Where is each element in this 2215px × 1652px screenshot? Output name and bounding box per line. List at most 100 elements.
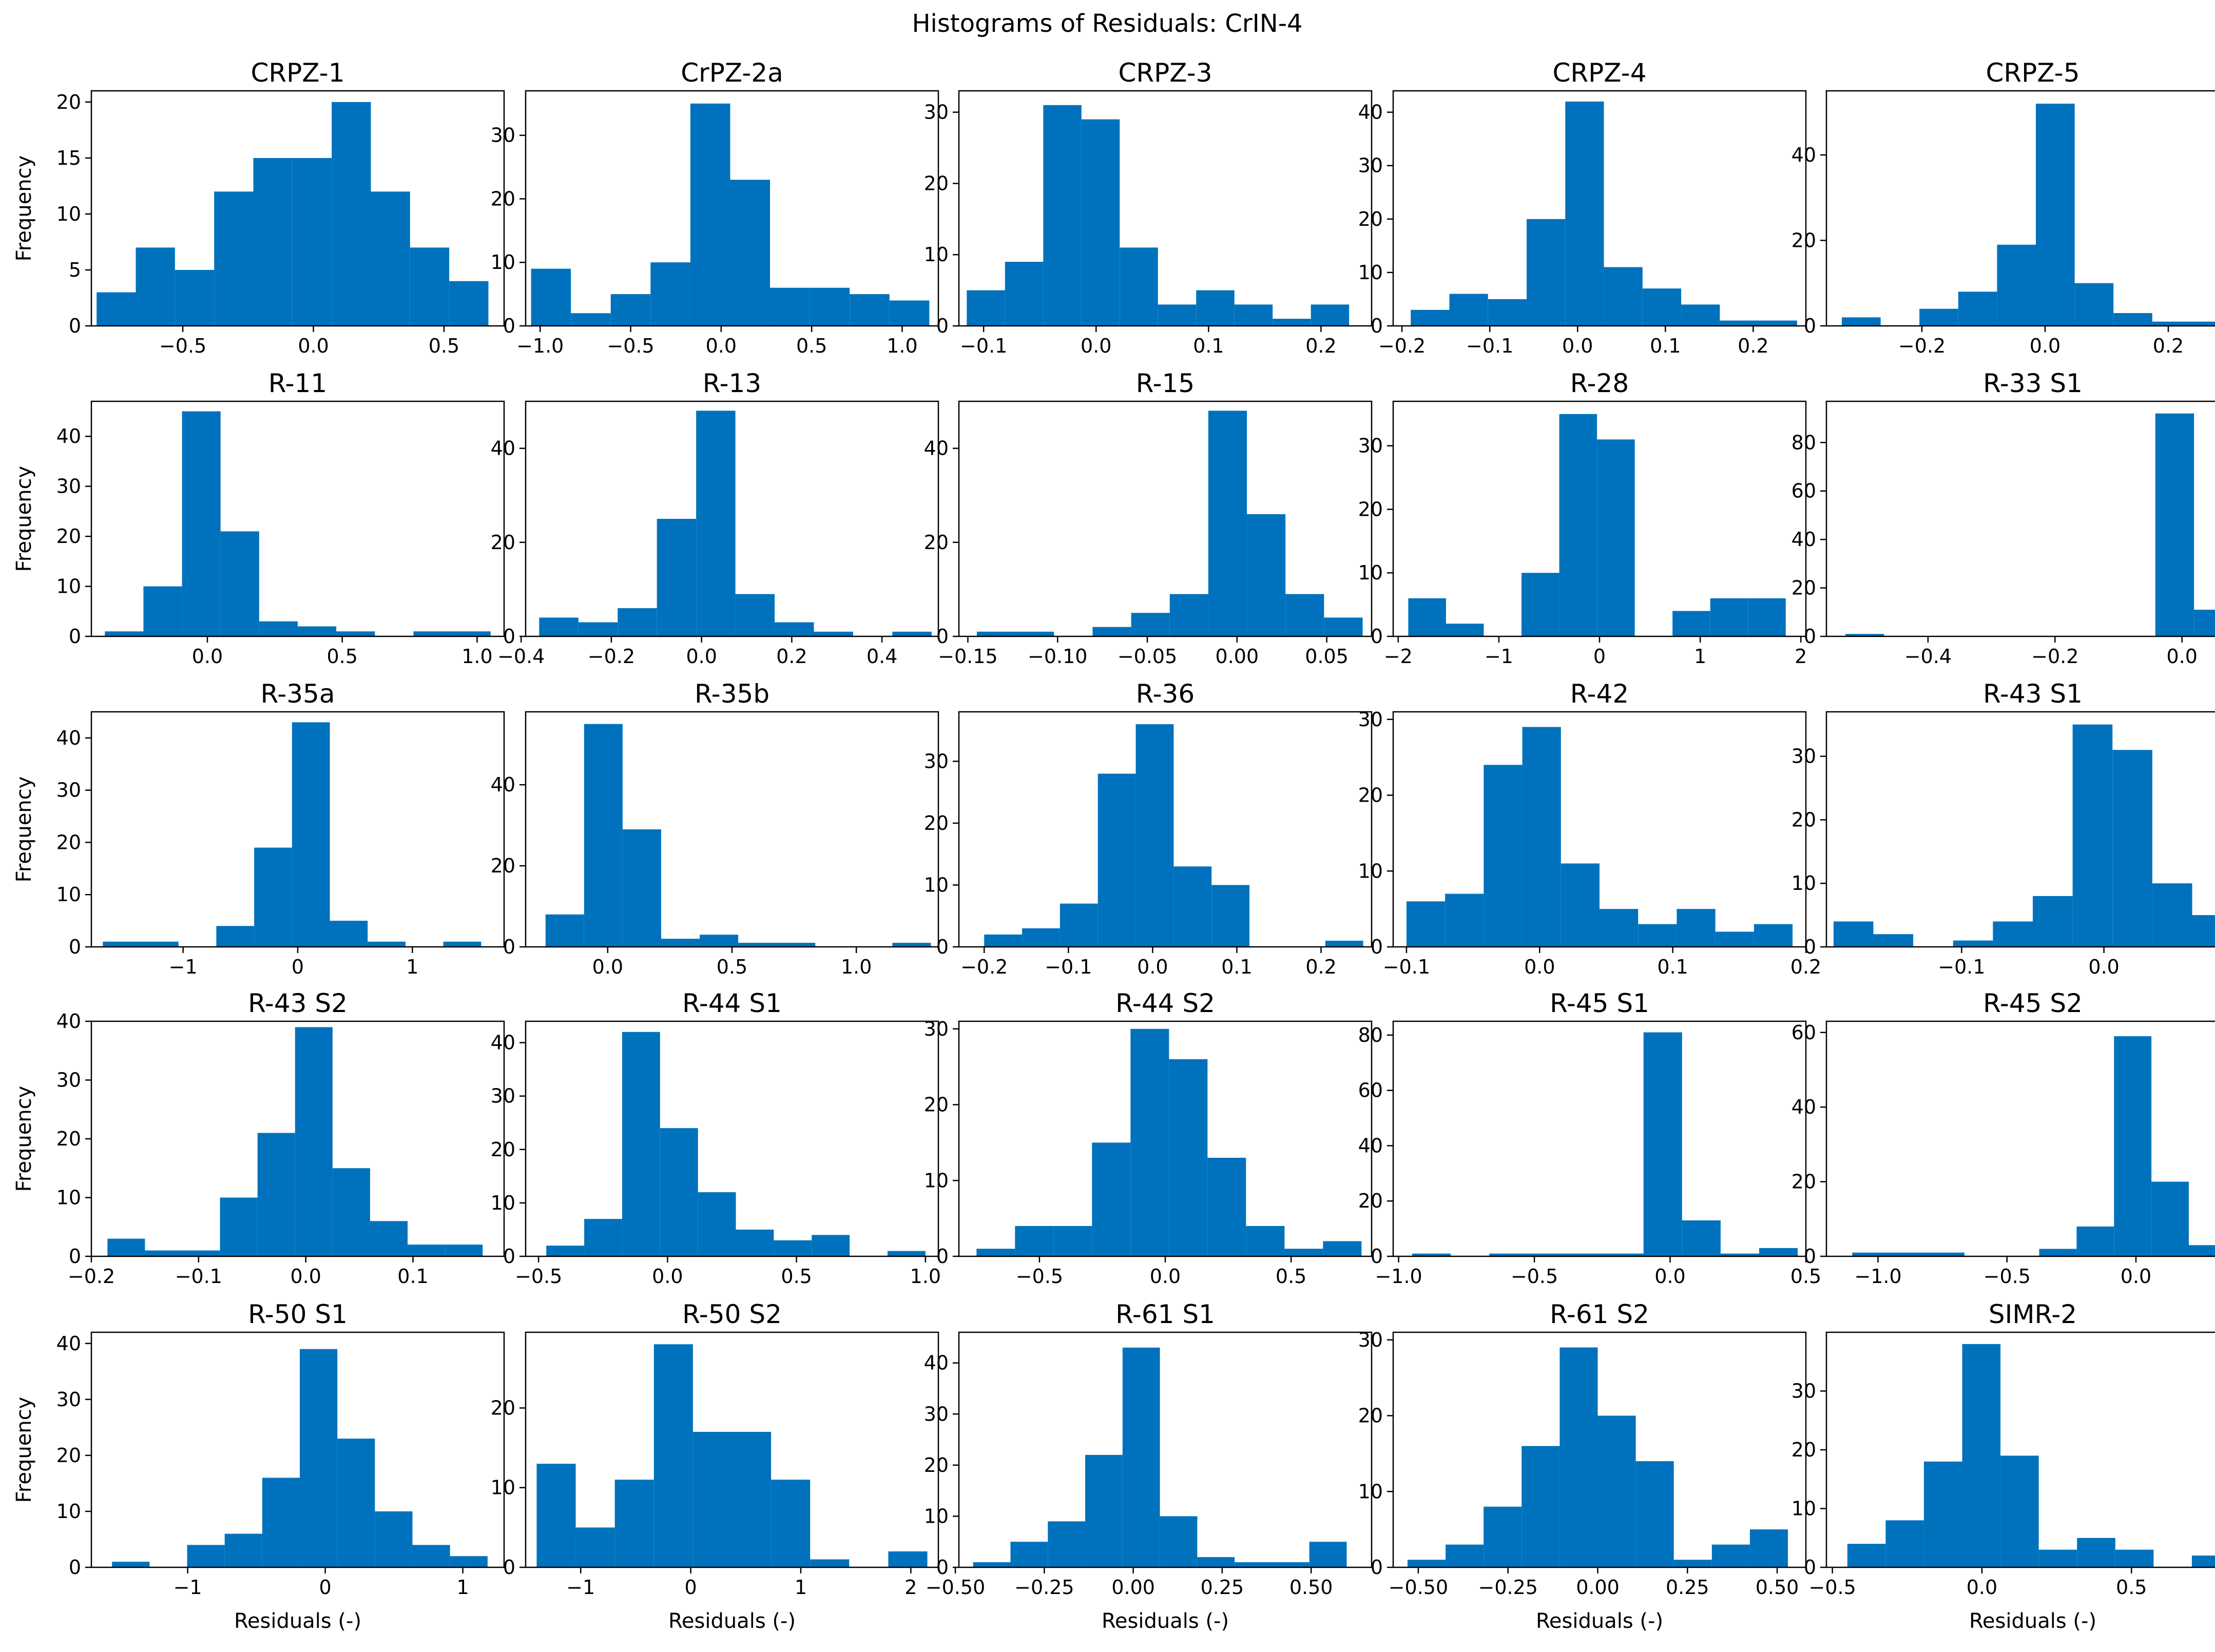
y-tick-label: 30 <box>924 1018 949 1040</box>
histogram-bar <box>698 1192 736 1256</box>
x-tick-label: 0.1 <box>1650 335 1681 357</box>
histogram-bar <box>777 943 816 947</box>
x-tick-label: −0.1 <box>960 335 1007 357</box>
histogram-bar <box>810 287 850 326</box>
subplot-title: R-43 S1 <box>1983 679 2083 709</box>
histogram-bar <box>771 1480 811 1567</box>
histogram-bar <box>1325 940 1363 947</box>
x-tick-label: 0.0 <box>192 645 223 668</box>
histogram-bar <box>1160 1516 1198 1567</box>
x-tick-label: 0.0 <box>1150 1265 1181 1288</box>
histogram-bar <box>1048 1521 1086 1567</box>
histogram-bar <box>2194 610 2215 636</box>
histogram-bar <box>2191 321 2215 326</box>
x-tick-label: 0.00 <box>1576 1576 1620 1599</box>
histogram-bar <box>2076 1226 2114 1256</box>
histogram-bar <box>1521 1446 1560 1567</box>
y-tick-label: 5 <box>69 259 81 281</box>
histogram-bar <box>1130 1028 1169 1256</box>
y-tick-label: 20 <box>1792 1439 1816 1461</box>
histogram-bar <box>2113 313 2152 326</box>
histogram-bar <box>141 941 179 947</box>
y-tick-label: 30 <box>56 779 81 802</box>
histogram-bar <box>774 1240 812 1256</box>
histogram-bar <box>1053 1226 1092 1256</box>
histogram-bar <box>1845 634 1884 636</box>
subplot-title: R-50 S2 <box>682 1299 782 1329</box>
histogram-bar <box>371 191 410 326</box>
histogram-bar <box>336 631 375 636</box>
axes-frame <box>1392 1020 1807 1257</box>
x-tick-label: −2 <box>1384 645 1413 668</box>
histogram-bar <box>259 621 298 636</box>
histogram-bar <box>1710 598 1748 636</box>
x-tick-label: −0.5 <box>607 335 654 357</box>
y-tick-label: 20 <box>491 854 515 877</box>
y-tick-label: 20 <box>1358 498 1383 520</box>
subplot-title: R-43 S2 <box>248 988 348 1018</box>
figure-title: Histograms of Residuals: CrIN-4 <box>912 9 1302 38</box>
axes-frame <box>958 400 1373 637</box>
histogram-bar <box>412 1545 450 1567</box>
histogram-panel: 0 10 20 30 40 0.0 0.5 1.0 R-11 Frequency <box>12 368 505 668</box>
histogram-bar <box>112 1562 150 1567</box>
histogram-bar <box>1196 290 1235 326</box>
y-tick-label: 40 <box>56 727 81 749</box>
y-tick-label: 20 <box>491 1138 515 1161</box>
histogram-bar <box>650 262 690 326</box>
y-tick-label: 0 <box>503 936 515 958</box>
y-tick-label: 40 <box>56 1332 81 1355</box>
x-tick-label: 0.5 <box>2116 1576 2147 1599</box>
histogram-bar <box>2072 724 2113 947</box>
x-tick-label: −1 <box>174 1576 202 1599</box>
histogram-bar <box>1852 1252 1890 1256</box>
histogram-bar <box>145 1250 183 1256</box>
x-tick-label: −0.25 <box>1014 1576 1074 1599</box>
subplot-title: R-11 <box>268 368 327 398</box>
histogram-bar <box>536 1464 576 1567</box>
y-tick-label: 0 <box>1804 1556 1816 1579</box>
histogram-bar <box>735 594 775 636</box>
histogram-bar <box>690 103 730 326</box>
histogram-bar <box>614 1480 654 1567</box>
histogram-bar <box>103 941 141 947</box>
subplot-title: SIMR-2 <box>1989 1299 2077 1329</box>
histogram-bar <box>1833 921 1874 947</box>
histogram-bar <box>1559 1347 1598 1567</box>
histogram-bar <box>1211 885 1250 947</box>
x-tick-label: 0.0 <box>290 1265 321 1288</box>
subplot-title: R-45 S2 <box>1983 988 2083 1018</box>
histogram-panel: 0 10 20 30 −2 −1 0 1 2 R-28 <box>1358 368 1807 668</box>
histogram-panel: 0 10 20 30 40 −0.5 0.0 0.5 1.0 R-44 S1 <box>491 988 941 1288</box>
x-tick-label: 0.5 <box>717 956 747 978</box>
y-tick-label: 10 <box>924 873 949 896</box>
x-tick-label: 0.0 <box>1524 956 1555 978</box>
y-axis-label: Frequency <box>12 156 36 262</box>
histogram-bar <box>1005 262 1044 326</box>
histogram-bar <box>332 1168 370 1256</box>
histogram-bar <box>107 1238 145 1256</box>
histogram-bar <box>300 1349 338 1567</box>
histogram-bar <box>220 531 259 636</box>
subplot-title: R-45 S1 <box>1550 988 1649 1018</box>
x-tick-label: 0.4 <box>866 645 897 668</box>
histogram-bar <box>622 829 661 947</box>
x-tick-label: 0.5 <box>781 1265 812 1288</box>
histogram-bar <box>984 934 1023 947</box>
histogram-bar <box>531 268 571 326</box>
x-tick-label: 0.2 <box>2153 335 2184 357</box>
subplot-title: R-42 <box>1570 679 1629 709</box>
y-tick-label: 20 <box>1792 1171 1816 1193</box>
y-tick-label: 0 <box>69 1245 81 1268</box>
histogram-bar <box>1522 727 1561 947</box>
y-tick-label: 0 <box>1371 1556 1383 1579</box>
histogram-bar <box>1122 1347 1160 1567</box>
x-tick-label: 0.50 <box>1289 1576 1333 1599</box>
histogram-bar <box>1408 598 1446 636</box>
histogram-bar <box>295 1027 333 1256</box>
x-tick-label: 0.0 <box>592 956 623 978</box>
histogram-bar <box>2155 413 2194 636</box>
x-tick-label: −0.2 <box>68 1265 115 1288</box>
histogram-bar <box>187 1545 225 1567</box>
